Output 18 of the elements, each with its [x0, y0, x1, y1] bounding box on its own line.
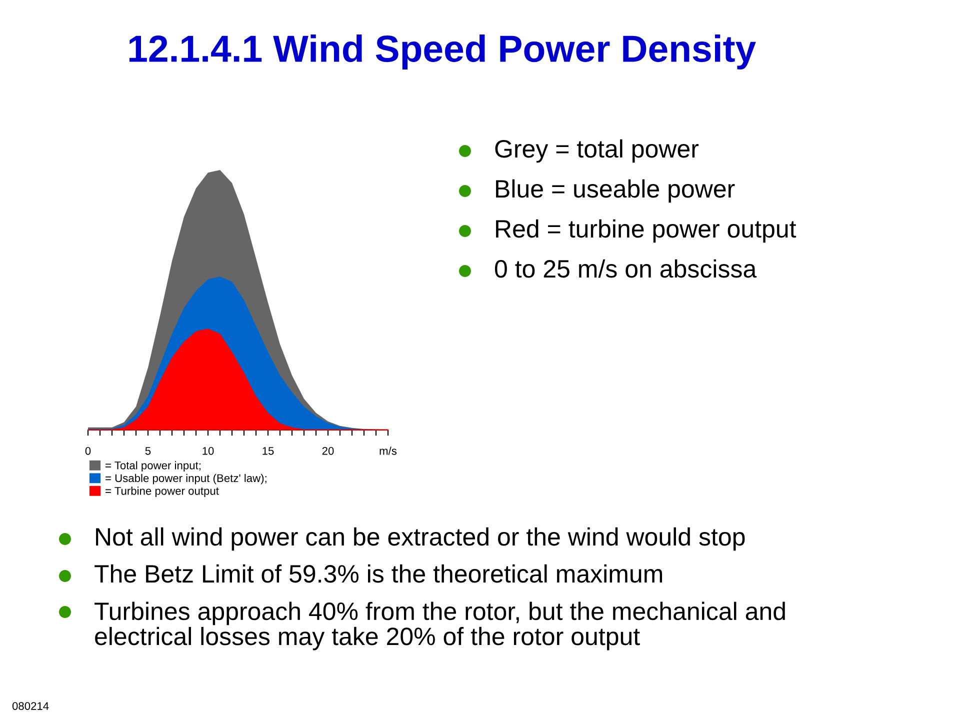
x-tick-label: 20 [322, 446, 334, 455]
text: Grey = total power [495, 139, 699, 163]
x-tick-label: 0 [85, 446, 91, 455]
x-tick-label: 10 [202, 446, 214, 455]
text: Red = turbine power output [496, 219, 796, 243]
chart-title: 12.1.4.1 Wind Speed Power Density [129, 34, 756, 70]
text: The Betz Limit of 59.3% is the theoretical maximum [94, 564, 662, 583]
text: 080214 [12, 702, 49, 710]
text: 0 to 25 m/s on abscissa [494, 259, 757, 278]
legend-label: = Usable power input (Betz' law); [106, 474, 266, 484]
x-tick-label: m/s [380, 446, 397, 455]
text: Turbines approach 40% from the rotor, but the mechanical and electrical losses may take 20% of the rotor output [94, 602, 785, 650]
text: Not all wind power can be extracted or the wind would stop [96, 527, 745, 551]
x-tick-label: 5 [145, 447, 151, 455]
text: Blue = useable power [496, 179, 735, 203]
legend-label: = Turbine power output [106, 486, 219, 498]
x-tick-label: 15 [262, 447, 274, 455]
legend-label: = Total power input; [106, 461, 200, 472]
